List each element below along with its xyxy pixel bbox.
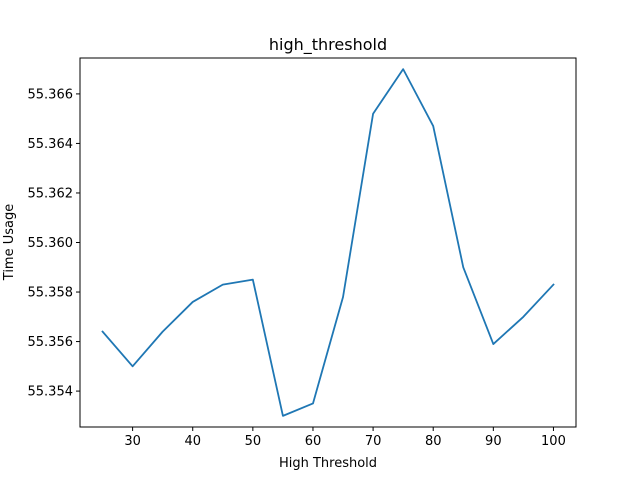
x-tick-label: 50 (245, 434, 262, 449)
chart-title: high_threshold (269, 35, 387, 55)
y-tick-label: 55.364 (28, 137, 74, 152)
x-tick-label: 30 (124, 434, 141, 449)
series-layer (101, 68, 555, 417)
series-line (101, 68, 555, 417)
y-tick-label: 55.366 (28, 87, 74, 102)
y-tick-label: 55.354 (28, 385, 74, 400)
y-tick-label: 55.358 (28, 286, 74, 301)
y-tick-label: 55.362 (28, 186, 74, 201)
x-tick-label: 90 (485, 434, 502, 449)
x-tick-label: 70 (365, 434, 382, 449)
x-axis-ticks: 30 40 50 60 70 80 90 100 (124, 427, 566, 449)
y-axis-ticks: 55.354 55.356 55.358 55.360 55.362 55.364 55.3… (28, 87, 80, 400)
x-axis-title: High Threshold (279, 456, 377, 471)
x-tick-label: 80 (425, 434, 442, 449)
x-tick-label: 100 (541, 434, 566, 449)
y-tick-label: 55.360 (28, 236, 74, 251)
y-axis-title: Time Usage (2, 204, 17, 281)
x-tick-label: 40 (184, 434, 201, 449)
x-tick-label: 60 (305, 434, 322, 449)
y-tick-label: 55.356 (28, 335, 74, 350)
